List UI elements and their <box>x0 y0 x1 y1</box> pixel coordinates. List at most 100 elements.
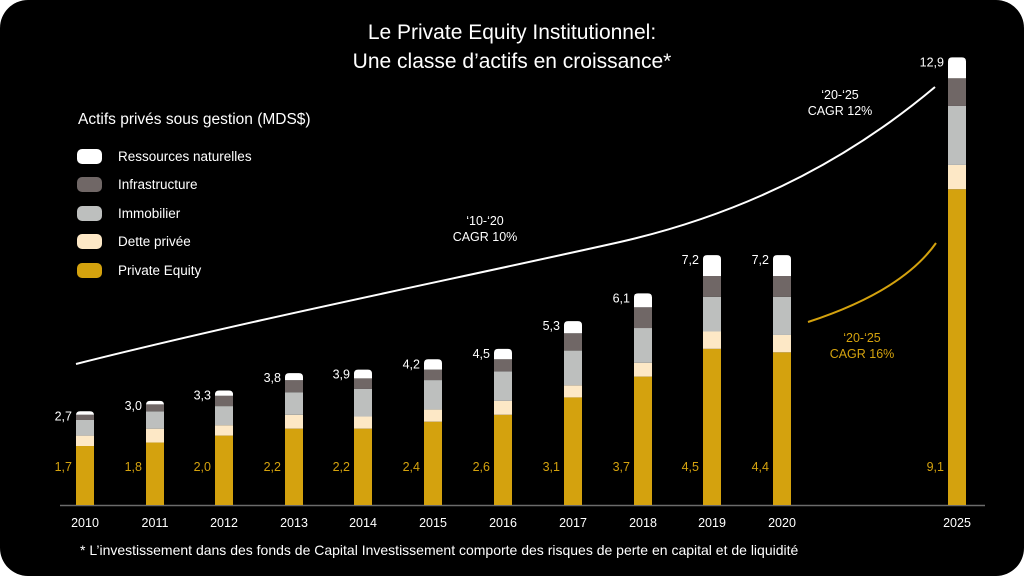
bar-segment-ressources-naturelles <box>564 321 582 334</box>
bar-segment-infrastructure <box>494 359 512 372</box>
cagr-2010-2020-annotation: ‘10-‘20 CAGR 10% <box>430 213 540 245</box>
bar-segment-dette-privee <box>146 428 164 443</box>
total-value-label: 7,2 <box>682 253 699 267</box>
total-value-label: 3,8 <box>264 371 281 385</box>
total-value-label: 3,9 <box>333 368 350 382</box>
cagr-pe-period: ‘20-‘25 <box>843 331 881 345</box>
bar-segment-immobilier <box>146 411 164 429</box>
bar-segment-immobilier <box>703 296 721 332</box>
legend-swatch <box>77 262 102 278</box>
pe-value-label: 4,4 <box>752 460 769 474</box>
legend-item-immobilier: Immobilier <box>77 199 252 228</box>
x-tick-label: 2025 <box>943 516 971 530</box>
pe-value-label: 3,7 <box>613 460 630 474</box>
bar-segment-dette-privee <box>494 400 512 415</box>
bar-segment-immobilier <box>564 350 582 386</box>
total-value-label: 4,2 <box>403 357 420 371</box>
pe-value-label: 2,2 <box>264 460 281 474</box>
pe-value-label: 2,0 <box>194 460 211 474</box>
legend-label: Infrastructure <box>118 177 198 193</box>
bar-segment-dette-privee <box>215 425 233 436</box>
total-value-label: 3,0 <box>125 399 142 413</box>
bar-segment-dette-privee <box>424 409 442 422</box>
pe-value-label: 2,4 <box>403 460 420 474</box>
bar-segment-dette-privee <box>703 331 721 349</box>
bar-segment-ressources-naturelles <box>494 348 512 360</box>
x-tick-label: 2015 <box>419 516 447 530</box>
bar-segment-ressources-naturelles <box>773 255 791 276</box>
legend-label: Private Equity <box>118 262 202 278</box>
legend-item-private-equity: Private Equity <box>77 256 252 285</box>
total-value-label: 2,7 <box>55 409 72 423</box>
x-tick-label: 2018 <box>629 516 657 530</box>
cagr-total-value: CAGR 12% <box>807 104 873 118</box>
x-tick-label: 2010 <box>71 516 99 530</box>
bar-segment-immobilier <box>424 380 442 410</box>
legend-label: Ressources naturelles <box>118 148 252 164</box>
cagr-total-2020-2025-annotation: ‘20-‘25 CAGR 12% <box>800 87 880 119</box>
legend-item-dette-privee: Dette privée <box>77 228 252 257</box>
pe-value-label: 2,6 <box>473 460 490 474</box>
total-value-label: 6,1 <box>613 291 630 305</box>
x-tick-label: 2017 <box>559 516 587 530</box>
bar-segment-infrastructure <box>354 378 372 389</box>
legend-item-ressources-naturelles: Ressources naturelles <box>77 142 252 171</box>
legend-swatch <box>77 148 102 164</box>
bar-segment-private-equity <box>773 352 791 505</box>
title-line-1: Le Private Equity Institutionnel: <box>367 21 657 44</box>
bar-segment-infrastructure <box>703 275 721 297</box>
bar-segment-immobilier <box>76 419 94 436</box>
bar-segment-infrastructure <box>948 78 966 106</box>
legend: Ressources naturelles Infrastructure Immob… <box>77 142 252 285</box>
total-value-label: 3,3 <box>194 388 211 402</box>
bar-segment-immobilier <box>215 406 233 426</box>
bar-segment-private-equity <box>564 397 582 505</box>
legend-item-infrastructure: Infrastructure <box>77 171 252 200</box>
bar-segment-ressources-naturelles <box>146 400 164 405</box>
x-tick-label: 2016 <box>489 516 517 530</box>
bar-segment-private-equity <box>494 414 512 505</box>
total-value-label: 12,9 <box>920 55 944 69</box>
legend-label: Immobilier <box>118 205 181 221</box>
bar-segment-immobilier <box>285 392 303 415</box>
bar-segment-ressources-naturelles <box>634 293 652 308</box>
chart-title: Le Private Equity Institutionnel: Une cl… <box>0 18 1024 76</box>
bar-segment-immobilier <box>494 371 512 401</box>
bar-segment-private-equity <box>424 421 442 505</box>
total-trend-curve <box>75 86 936 365</box>
pe-value-label: 2,2 <box>333 460 350 474</box>
bar-segment-infrastructure <box>564 333 582 351</box>
legend-label: Dette privée <box>118 234 191 250</box>
total-value-label: 7,2 <box>752 253 769 267</box>
cagr-2010-2020-value: CAGR 10% <box>452 230 518 244</box>
pe-value-label: 3,1 <box>543 460 560 474</box>
title-line-2: Une classe d’actifs en croissance* <box>352 50 672 73</box>
bar-segment-ressources-naturelles <box>76 411 94 416</box>
legend-swatch <box>77 205 102 221</box>
legend-title: Actifs privés sous gestion (MDS$) <box>78 111 311 128</box>
bar-segment-dette-privee <box>564 385 582 398</box>
bar-segment-immobilier <box>948 105 966 165</box>
total-value-label: 5,3 <box>543 319 560 333</box>
cagr-pe-2020-2025-annotation: ‘20-‘25 CAGR 16% <box>822 330 902 362</box>
bar-segment-dette-privee <box>354 416 372 429</box>
bar-segment-ressources-naturelles <box>424 359 442 370</box>
bar-segment-infrastructure <box>634 307 652 329</box>
bar-segment-immobilier <box>773 296 791 335</box>
bar-segment-dette-privee <box>773 334 791 353</box>
bar-segment-ressources-naturelles <box>354 369 372 379</box>
bar-segment-ressources-naturelles <box>285 373 303 381</box>
bar-segment-private-equity <box>948 189 966 506</box>
cagr-total-period: ‘20-‘25 <box>821 88 859 102</box>
bar-segment-dette-privee <box>634 362 652 377</box>
cagr-2010-2020-period: ‘10-‘20 <box>466 214 504 228</box>
total-value-label: 4,5 <box>473 347 490 361</box>
bar-segment-infrastructure <box>215 395 233 407</box>
x-tick-label: 2014 <box>349 516 377 530</box>
legend-swatch <box>77 234 102 250</box>
bar-segment-ressources-naturelles <box>948 57 966 79</box>
bar-segment-infrastructure <box>76 414 94 420</box>
bar-segment-ressources-naturelles <box>215 390 233 396</box>
